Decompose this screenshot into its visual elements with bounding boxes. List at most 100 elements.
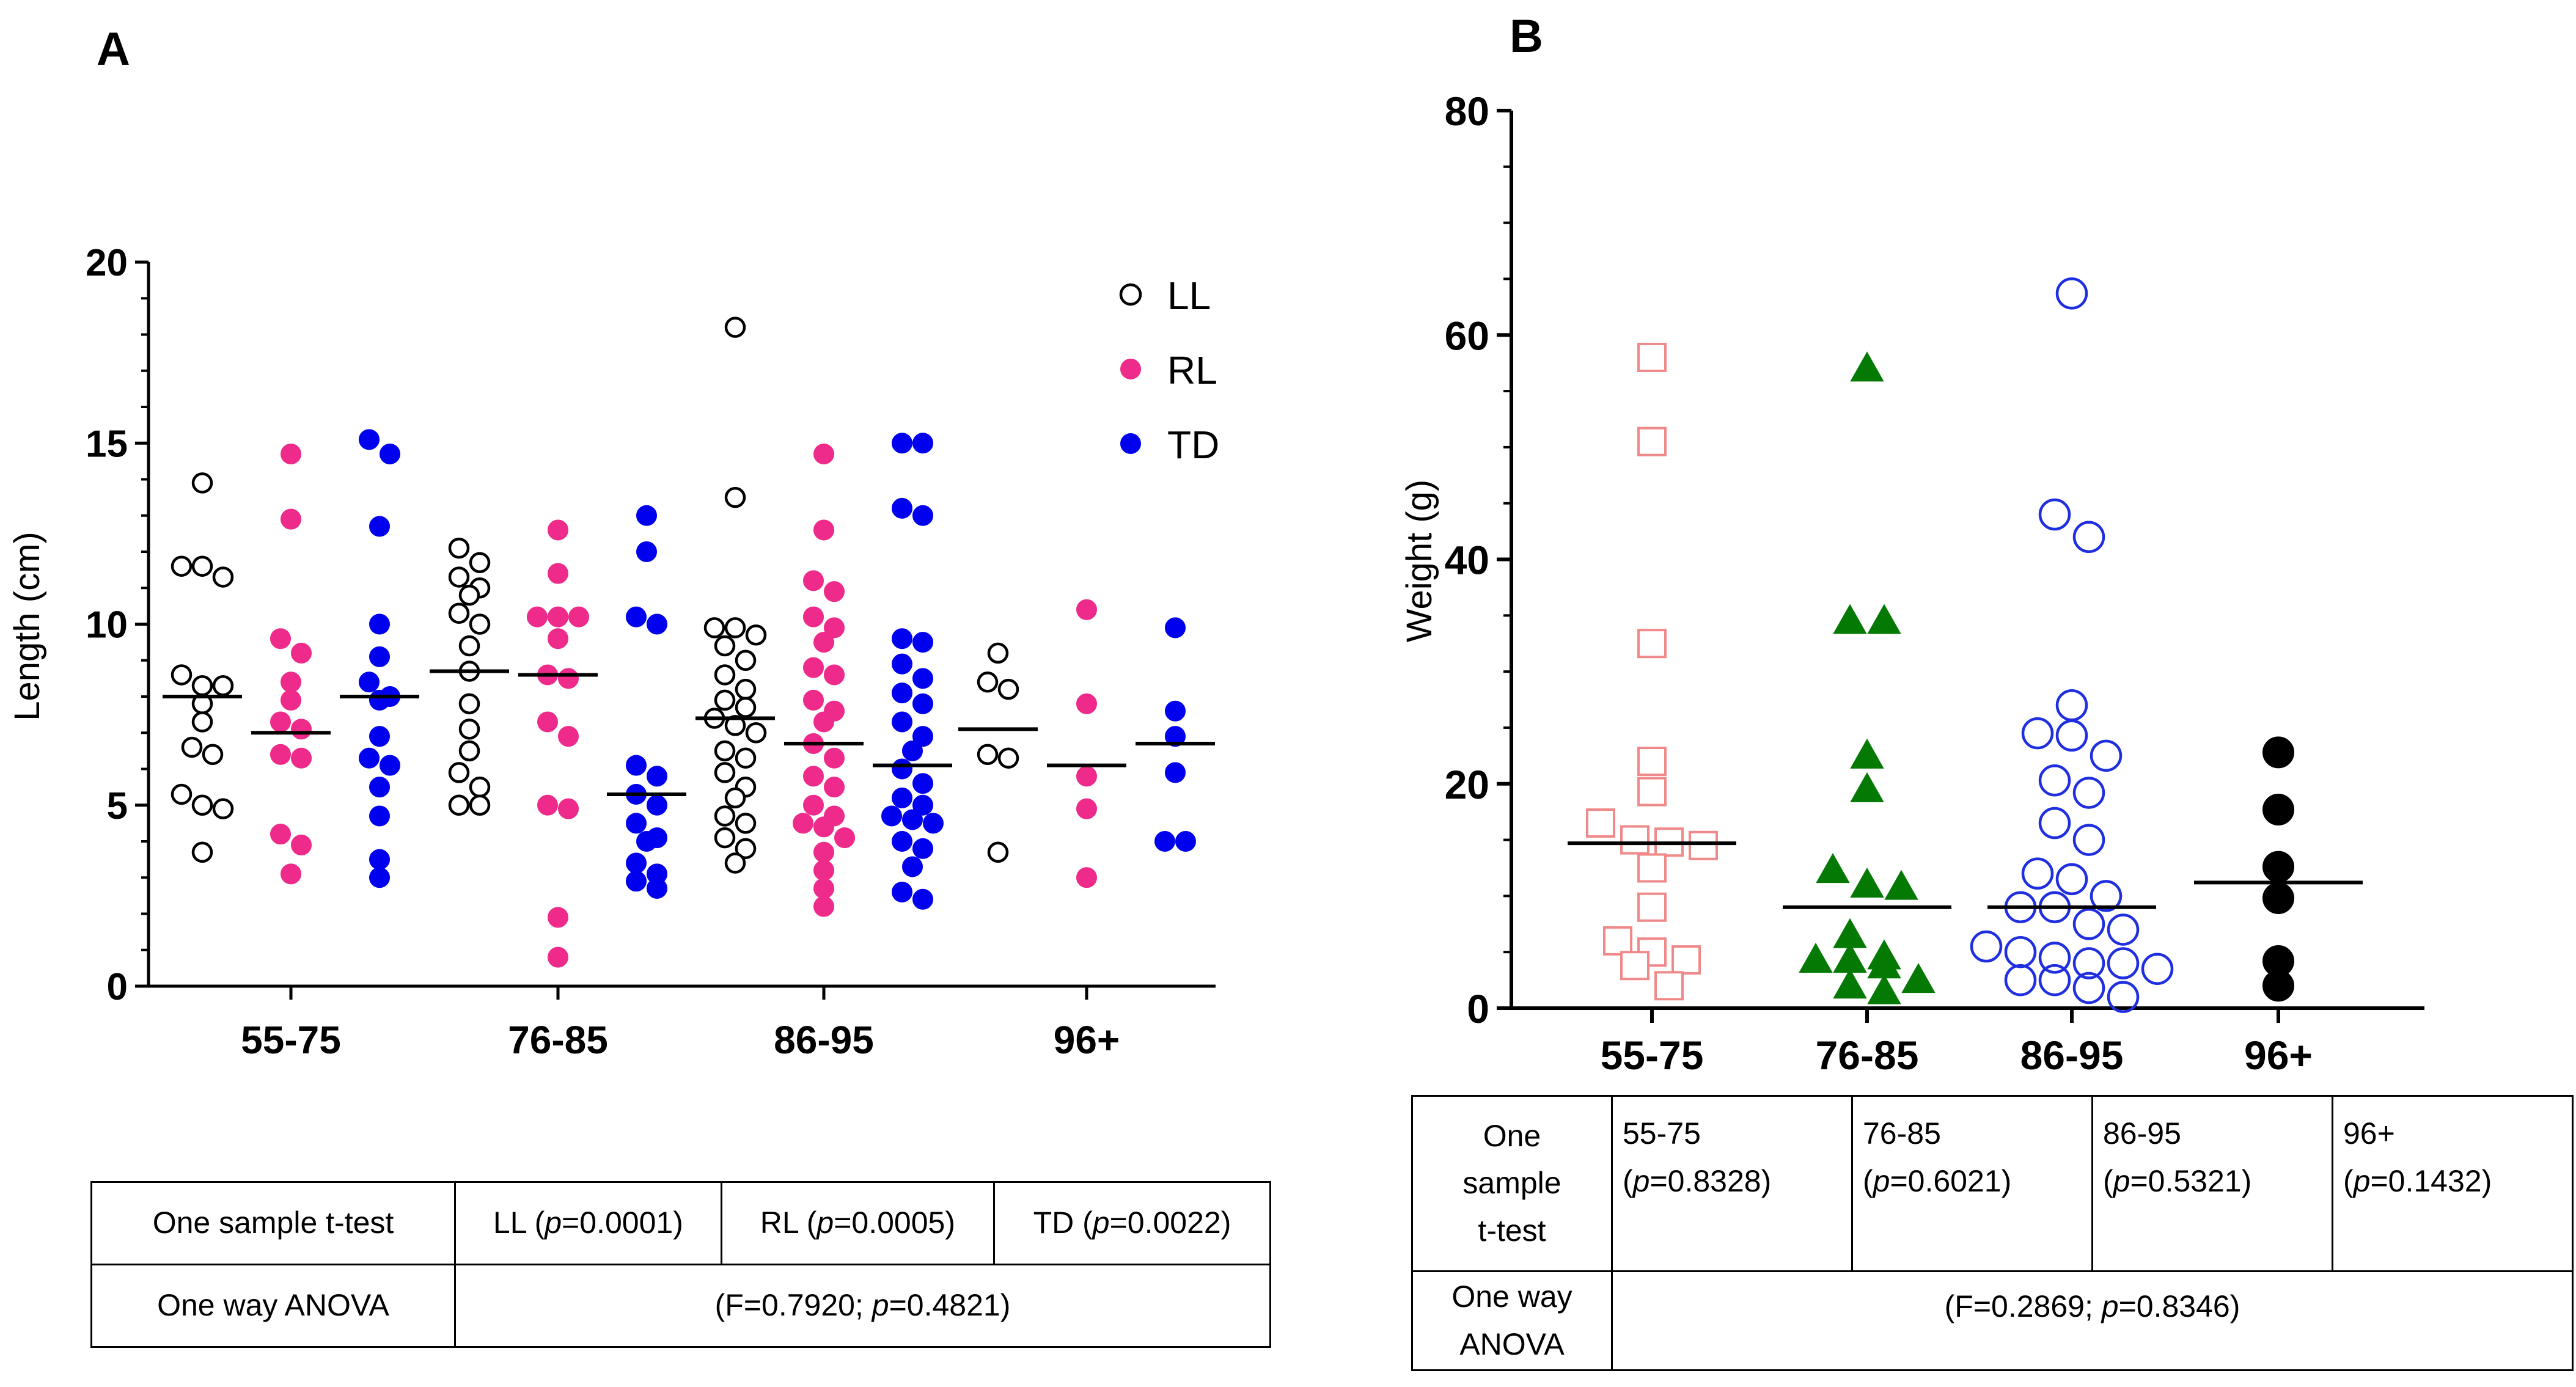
- point-ll-86-95: [714, 827, 736, 849]
- stats-a-td-p: 0.0022: [1127, 1206, 1221, 1240]
- panel-a-chart: 0 5 10 15 20 55-75 76-85 86-95 96+ Length (cm) L…: [7, 242, 1219, 1062]
- point-ll-86-95: [735, 747, 757, 769]
- point-td-76-85: [636, 831, 657, 852]
- point-ll-76-85: [448, 794, 470, 816]
- point-td-86-95: [912, 693, 933, 714]
- x-tick-label: 55-75: [1601, 1033, 1704, 1078]
- point-86-95: [2038, 942, 2071, 974]
- stats-a-cell-ll: LL (p=0.0001): [454, 1181, 722, 1265]
- point-rl-86-95: [824, 747, 845, 769]
- panel-a-label: A: [97, 23, 130, 75]
- point-76-85: [1833, 604, 1867, 634]
- x-tick-label: 86-95: [774, 1018, 874, 1062]
- stats-b-86-95-p: 0.5321: [2148, 1163, 2242, 1198]
- x-tick-label: 86-95: [2020, 1033, 2124, 1078]
- stats-b-86-95-name: 86-95: [2103, 1116, 2181, 1151]
- stats-b-96plus-name: 96+: [2343, 1116, 2395, 1151]
- point-rl-86-95: [813, 860, 834, 881]
- point-ll-55-75: [212, 675, 234, 697]
- point-rl-96plus: [1076, 798, 1097, 819]
- stats-a-rl-p: 0.0005: [851, 1206, 945, 1240]
- y-tick-label: 20: [1445, 762, 1489, 807]
- point-ll-86-95: [714, 635, 736, 657]
- point-td-86-95: [912, 838, 933, 859]
- panel-a-stats-table: One sample t-test LL (p=0.0001) RL (p=0.…: [90, 1181, 1272, 1348]
- point-96plus: [2262, 882, 2294, 915]
- stats-b-row-ttest: One sample t-test 55-75 (p=0.8328) 76-85 (p=…: [1411, 1095, 2574, 1272]
- point-86-95: [2072, 908, 2105, 940]
- stats-a-row-ttest: One sample t-test LL (p=0.0001) RL (p=0.…: [90, 1181, 1272, 1265]
- legend-marker-ll: [1119, 283, 1142, 306]
- point-86-95: [2021, 857, 2054, 890]
- point-td-86-95: [912, 668, 933, 689]
- point-td-76-85: [647, 878, 667, 899]
- point-rl-76-85: [558, 668, 579, 689]
- x-tick-label: 96+: [1054, 1018, 1120, 1062]
- stats-b-ttest-label: One sample t-test: [1411, 1095, 1613, 1272]
- point-55-75: [1603, 926, 1632, 956]
- point-rl-76-85: [558, 798, 579, 819]
- y-tick-label: 60: [1445, 313, 1489, 358]
- point-td-76-85: [626, 871, 647, 892]
- point-td-86-95: [892, 497, 912, 519]
- point-96plus: [2262, 970, 2294, 1002]
- point-ll-55-75: [202, 744, 224, 766]
- legend-label-rl: RL: [1167, 348, 1217, 392]
- point-rl-86-95: [824, 664, 845, 686]
- stats-a-ttest-label: One sample t-test: [90, 1181, 456, 1265]
- point-rl-76-85: [548, 628, 568, 650]
- point-ll-86-95: [724, 617, 746, 639]
- point-td-55-75: [380, 755, 400, 776]
- point-td-86-95: [923, 813, 944, 834]
- point-76-85: [1901, 963, 1936, 994]
- y-tick-label: 10: [86, 604, 128, 646]
- point-rl-86-95: [813, 896, 834, 917]
- point-td-96plus: [1165, 617, 1186, 639]
- stats-a-td-name: TD: [1033, 1206, 1074, 1240]
- legend-label-td: TD: [1167, 423, 1219, 467]
- point-td-76-85: [626, 813, 647, 834]
- point-ll-76-85: [458, 693, 480, 715]
- panel-a-legend: LL RL TD: [1119, 274, 1219, 467]
- point-86-95: [2055, 863, 2088, 896]
- point-96plus: [2262, 736, 2294, 769]
- point-86-95: [2090, 739, 2123, 772]
- stats-b-55-75-p: 0.8328: [1667, 1163, 1761, 1198]
- point-76-85: [1850, 867, 1884, 898]
- point-ll-86-95: [724, 715, 746, 736]
- point-rl-76-85: [548, 563, 568, 584]
- point-86-95: [2055, 277, 2088, 310]
- point-ll-55-75: [191, 711, 213, 733]
- point-rl-86-95: [803, 570, 824, 591]
- point-ll-55-75: [191, 841, 213, 863]
- panel-a-marks: [163, 317, 1215, 968]
- point-86-95: [2004, 964, 2037, 997]
- point-td-55-75: [369, 867, 390, 888]
- point-55-75: [1689, 830, 1718, 860]
- point-ll-76-85: [448, 566, 470, 588]
- point-rl-76-85: [527, 606, 548, 628]
- point-rl-55-75: [281, 508, 301, 530]
- point-86-95: [1970, 930, 2003, 963]
- point-86-95: [2038, 964, 2071, 997]
- point-rl-55-75: [281, 672, 301, 693]
- point-td-86-95: [912, 726, 933, 747]
- point-td-76-85: [636, 505, 657, 526]
- point-ll-55-75: [181, 736, 203, 758]
- point-td-55-75: [369, 726, 390, 747]
- point-ll-76-85: [469, 794, 491, 816]
- panel-a-y-axis-label: Length (cm): [7, 532, 47, 720]
- point-td-86-95: [912, 888, 933, 910]
- point-86-95: [2107, 981, 2140, 1013]
- point-55-75: [1620, 951, 1649, 981]
- point-td-76-85: [647, 766, 667, 787]
- stats-b-row-anova: One way ANOVA (F=0.2869; p=0.8346): [1411, 1270, 2574, 1371]
- point-86-95: [2021, 717, 2054, 750]
- point-td-86-95: [892, 881, 912, 902]
- point-55-75: [1654, 971, 1684, 1001]
- point-55-75: [1637, 426, 1667, 456]
- point-td-86-95: [902, 740, 923, 761]
- point-ll-55-75: [191, 675, 213, 697]
- point-td-86-95: [912, 505, 933, 526]
